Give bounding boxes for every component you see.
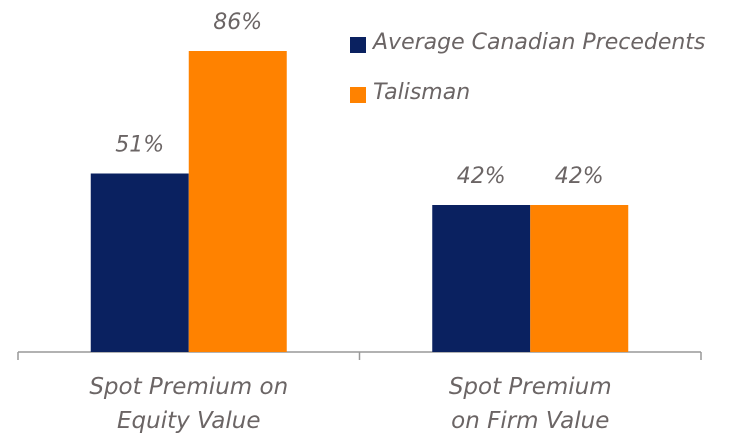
- legend-swatch: [350, 87, 366, 103]
- bar: [90, 173, 189, 352]
- data-label: 42%: [555, 164, 604, 189]
- bar: [188, 51, 287, 352]
- legend-swatch: [350, 37, 366, 53]
- bar: [432, 205, 531, 352]
- x-tick-label: Spot Premium on Equity Value: [89, 374, 289, 434]
- x-tick-label: Spot Premium on Firm Value: [448, 374, 612, 434]
- data-label: 86%: [213, 10, 262, 35]
- legend-label: Average Canadian Precedents: [371, 30, 705, 55]
- data-label: 42%: [457, 164, 506, 189]
- data-label: 51%: [115, 133, 164, 158]
- bar: [530, 205, 629, 352]
- legend-label: Talisman: [373, 80, 470, 105]
